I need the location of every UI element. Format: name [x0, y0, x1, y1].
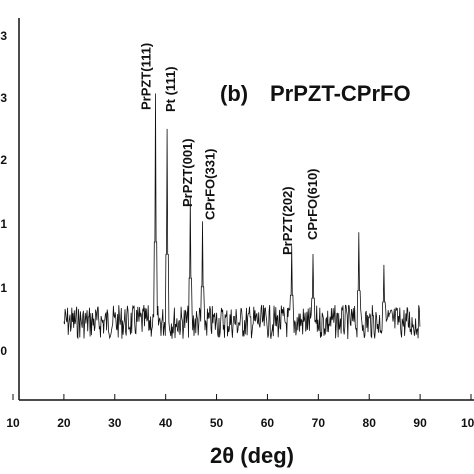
y-tick-label: 3 [0, 91, 7, 105]
x-tick-label: 50 [210, 416, 224, 430]
x-tick-label: 40 [159, 416, 173, 430]
chart-title: PrPZT-CPrFO [270, 81, 411, 106]
y-tick-label: 2 [0, 153, 7, 167]
x-tick-label: 80 [363, 416, 377, 430]
peak-label: PrPZT(202) [280, 186, 295, 255]
y-tick-label: 3 [0, 29, 7, 43]
panel-label: (b) [220, 81, 248, 106]
x-tick-label: 60 [261, 416, 275, 430]
peak-annotations: PrPZT(111) Pt (111) PrPZT(001) CPrFO(331) Pr… [138, 43, 320, 255]
xrd-trace [63, 93, 421, 340]
x-tick-label: 70 [312, 416, 326, 430]
x-tick-label: 10 [6, 416, 20, 430]
peak-label: PrPZT(001) [180, 138, 195, 207]
x-tick-label: 90 [413, 416, 427, 430]
x-tick-label: 100 [461, 416, 474, 430]
x-axis-title: 2θ (deg) [210, 443, 294, 468]
peak-label: Pt (111) [163, 66, 178, 112]
y-tick-label: 0 [0, 344, 7, 358]
y-tick-labels: 3 3 2 1 1 0 [0, 29, 7, 358]
y-tick-label: 1 [0, 217, 7, 231]
x-tick-label: 20 [57, 416, 71, 430]
peak-label: PrPZT(111) [138, 43, 153, 110]
peak-label: CPrFO(331) [202, 148, 217, 220]
x-tick-label: 30 [108, 416, 122, 430]
x-ticks: 10 20 30 40 50 60 70 80 90 100 [6, 394, 474, 430]
peak-label: CPrFO(610) [305, 168, 320, 240]
y-tick-label: 1 [0, 281, 7, 295]
